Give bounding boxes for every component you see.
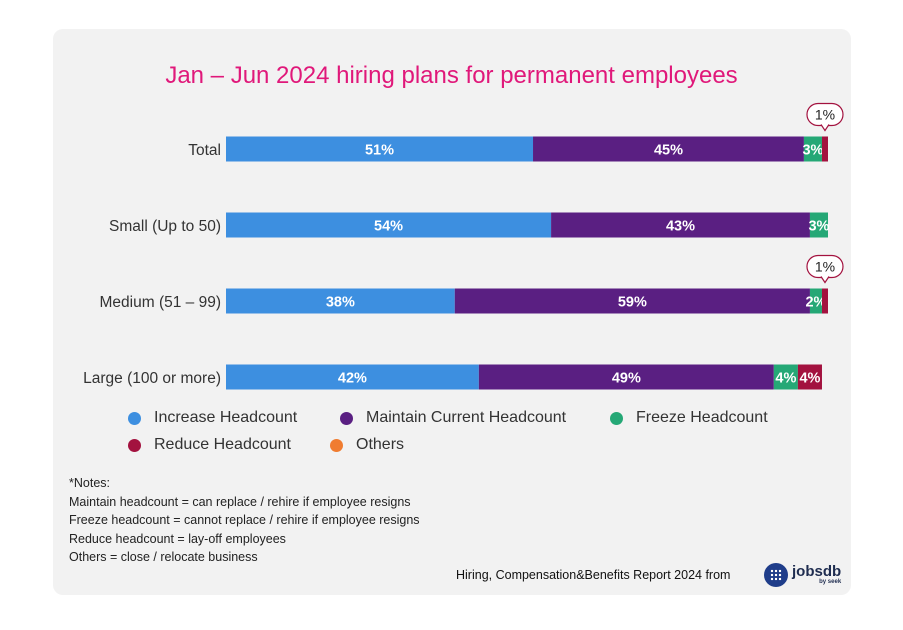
legend-item-others: Others	[330, 436, 404, 454]
source-text: Hiring, Compensation&Benefits Report 202…	[456, 568, 731, 582]
bar-reduce-headcount-total	[821, 136, 828, 162]
legend-label: Increase Headcount	[154, 409, 298, 426]
jobsdb-dot-logo-icon	[764, 563, 788, 587]
bar-maintain-current-headcount-medium-51-99	[454, 288, 810, 314]
category-label-large-100-or-more: Large (100 or more)	[83, 370, 221, 387]
note-maintain: Maintain headcount = can replace / rehir…	[69, 494, 411, 509]
legend-swatch	[128, 411, 141, 425]
legend-swatch	[610, 411, 623, 425]
legend-item-maintain-current-headcount: Maintain Current Headcount	[340, 409, 566, 427]
data-label-increase-headcount-large-100-or-more: 42%	[338, 371, 367, 387]
note-reduce: Reduce headcount = lay-off employees	[69, 531, 286, 546]
brand-subtitle: by seek	[819, 579, 842, 585]
data-label-reduce-headcount-medium-51-99: 1%	[815, 259, 835, 275]
data-label-maintain-current-headcount-large-100-or-more: 49%	[612, 371, 641, 387]
bar-increase-headcount-medium-51-99	[226, 288, 455, 314]
jobsdb-logo: jobsdb by seek	[764, 563, 841, 587]
bar-freeze-headcount-large-100-or-more	[773, 364, 798, 390]
legend-swatch	[340, 411, 353, 425]
bar-increase-headcount-large-100-or-more	[226, 364, 479, 390]
note-freeze: Freeze headcount = cannot replace / rehi…	[69, 513, 420, 527]
category-label-total: Total	[188, 142, 221, 159]
data-label-freeze-headcount-total: 3%	[802, 143, 823, 159]
bar-increase-headcount-small-up-to-50	[226, 212, 552, 238]
note-others: Others = close / relocate business	[69, 550, 258, 564]
legend-item-reduce-headcount: Reduce Headcount	[128, 436, 291, 454]
data-label-reduce-headcount-large-100-or-more: 4%	[799, 371, 820, 387]
data-label-maintain-current-headcount-medium-51-99: 59%	[618, 295, 647, 311]
data-label-freeze-headcount-large-100-or-more: 4%	[775, 371, 796, 387]
bar-maintain-current-headcount-small-up-to-50	[551, 212, 810, 238]
data-label-freeze-headcount-small-up-to-50: 3%	[808, 219, 829, 235]
data-label-maintain-current-headcount-small-up-to-50: 43%	[666, 219, 695, 235]
legend-label: Maintain Current Headcount	[366, 409, 567, 426]
category-label-small-up-to-50: Small (Up to 50)	[109, 218, 221, 235]
data-label-increase-headcount-small-up-to-50: 54%	[374, 219, 403, 235]
callout-pointer-medium-51-99	[820, 276, 830, 284]
legend-swatch	[330, 438, 343, 452]
category-label-medium-51-99: Medium (51 – 99)	[100, 294, 221, 311]
bar-maintain-current-headcount-total	[533, 136, 804, 162]
bar-reduce-headcount-large-100-or-more	[797, 364, 822, 390]
bar-freeze-headcount-small-up-to-50	[809, 212, 828, 238]
notes-heading: *Notes:	[69, 476, 110, 490]
notes: *Notes: Maintain headcount = can replace…	[69, 474, 420, 567]
bar-increase-headcount-total	[226, 136, 534, 162]
data-label-increase-headcount-medium-51-99: 38%	[326, 295, 355, 311]
chart-title: Jan – Jun 2024 hiring plans for permanen…	[165, 62, 738, 89]
bar-freeze-headcount-total	[803, 136, 822, 162]
data-label-freeze-headcount-medium-51-99: 2%	[805, 295, 826, 311]
callout-pointer-total	[820, 124, 830, 132]
data-label-maintain-current-headcount-total: 45%	[654, 143, 683, 159]
bar-reduce-headcount-medium-51-99	[821, 288, 828, 314]
legend-item-freeze-headcount: Freeze Headcount	[610, 409, 768, 427]
bar-freeze-headcount-medium-51-99	[809, 288, 822, 314]
bar-maintain-current-headcount-large-100-or-more	[478, 364, 774, 390]
legend-item-increase-headcount: Increase Headcount	[128, 409, 297, 427]
data-label-reduce-headcount-total: 1%	[815, 107, 835, 123]
legend-label: Reduce Headcount	[154, 436, 291, 453]
legend-label: Freeze Headcount	[636, 409, 768, 426]
brand-name: jobsdb	[792, 563, 842, 580]
data-label-increase-headcount-total: 51%	[365, 143, 394, 159]
legend-swatch	[128, 438, 141, 452]
legend-label: Others	[356, 436, 405, 453]
